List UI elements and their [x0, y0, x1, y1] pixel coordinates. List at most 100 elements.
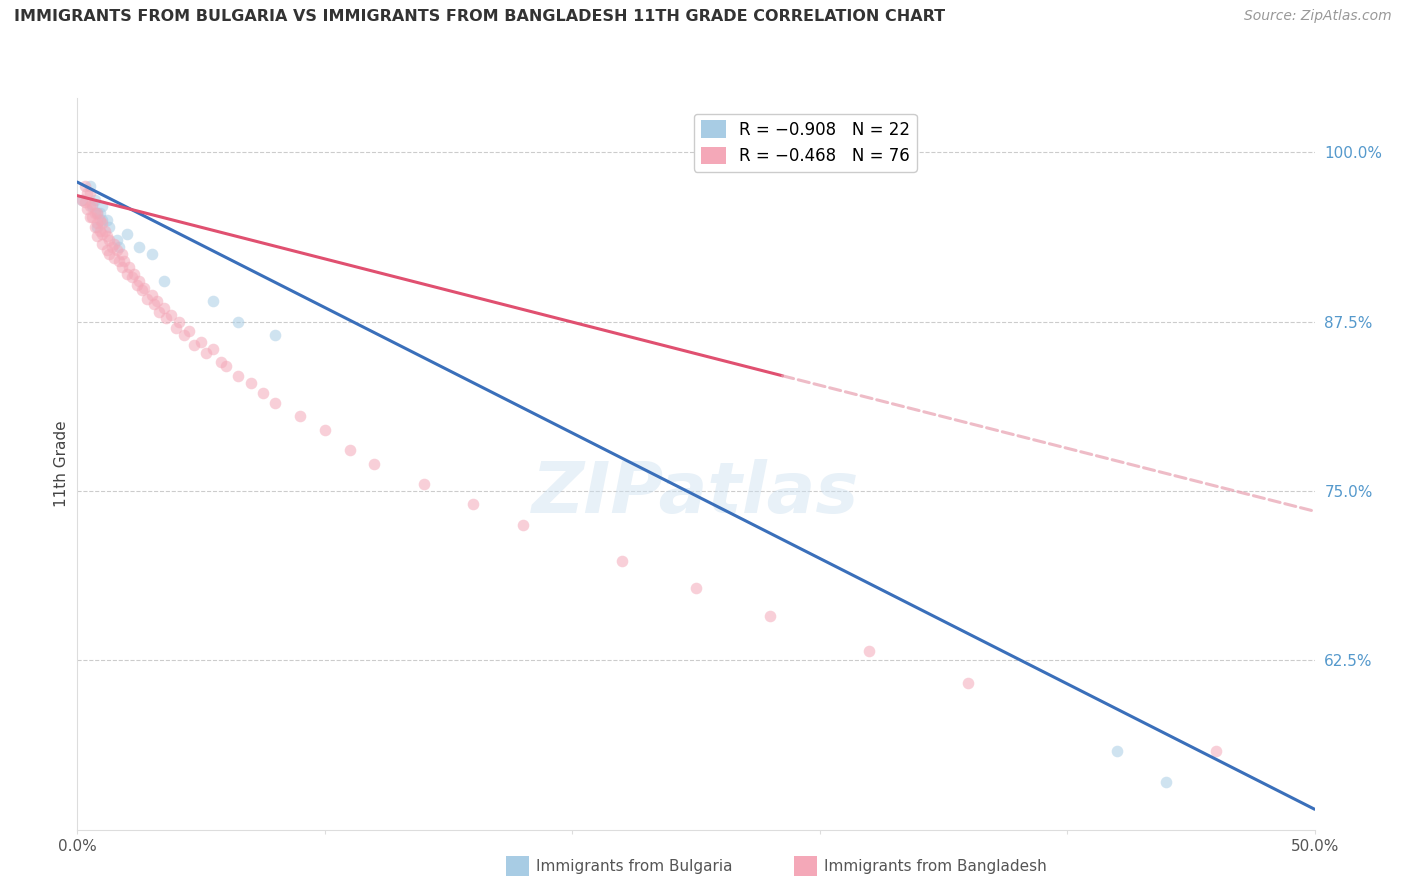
Point	[79, 199, 101, 213]
Point	[91, 199, 114, 213]
Point	[858, 644, 880, 658]
Point	[202, 294, 225, 309]
Point	[98, 219, 121, 234]
Point	[108, 240, 131, 254]
Point	[1154, 775, 1177, 789]
Point	[82, 199, 104, 213]
Point	[72, 193, 94, 207]
Point	[173, 328, 195, 343]
Point	[239, 376, 262, 390]
Point	[86, 216, 108, 230]
Point	[105, 243, 128, 257]
Point	[96, 243, 118, 257]
Point	[288, 409, 311, 424]
Point	[91, 213, 114, 227]
Point	[73, 195, 96, 210]
Point	[339, 443, 361, 458]
Point	[111, 260, 134, 275]
Text: Source: ZipAtlas.com: Source: ZipAtlas.com	[1244, 9, 1392, 23]
Point	[91, 227, 114, 241]
Point	[101, 240, 124, 254]
Point	[86, 206, 108, 220]
Point	[115, 227, 138, 241]
Point	[412, 477, 434, 491]
Point	[264, 396, 287, 410]
Point	[148, 305, 170, 319]
Point	[463, 498, 485, 512]
Point	[759, 608, 782, 623]
Point	[685, 582, 707, 596]
Point	[76, 202, 98, 217]
Point	[252, 386, 274, 401]
Point	[89, 213, 111, 227]
Point	[122, 267, 145, 281]
Point	[96, 229, 118, 244]
Legend: R = −0.908   N = 22, R = −0.468   N = 76: R = −0.908 N = 22, R = −0.468 N = 76	[695, 114, 917, 172]
Point	[76, 186, 98, 200]
Text: Immigrants from Bulgaria: Immigrants from Bulgaria	[536, 859, 733, 873]
Point	[190, 334, 212, 349]
Point	[134, 281, 156, 295]
Point	[86, 206, 108, 220]
Point	[512, 517, 534, 532]
Point	[153, 301, 176, 315]
Point	[167, 315, 190, 329]
Point	[143, 297, 166, 311]
Point	[226, 315, 249, 329]
Point	[153, 274, 176, 288]
Point	[112, 253, 135, 268]
Point	[141, 247, 163, 261]
Point	[264, 328, 287, 343]
Point	[125, 278, 148, 293]
Point	[93, 224, 115, 238]
Point	[82, 211, 104, 225]
Point	[98, 233, 121, 247]
Point	[118, 260, 141, 275]
Point	[72, 193, 94, 207]
Point	[128, 274, 150, 288]
Point	[103, 251, 125, 265]
Point	[83, 206, 105, 220]
Point	[89, 224, 111, 238]
Point	[73, 179, 96, 194]
Point	[105, 233, 128, 247]
Point	[131, 284, 153, 298]
Point	[1105, 744, 1128, 758]
Point	[83, 193, 105, 207]
Point	[160, 308, 183, 322]
Point	[209, 355, 232, 369]
Point	[86, 219, 108, 234]
Point	[103, 237, 125, 252]
Point	[111, 247, 134, 261]
Point	[226, 368, 249, 383]
Point	[957, 676, 980, 690]
Point	[128, 240, 150, 254]
Point	[145, 294, 167, 309]
Point	[79, 186, 101, 200]
Point	[82, 196, 104, 211]
Point	[177, 324, 200, 338]
Point	[155, 310, 177, 325]
Point	[79, 211, 101, 225]
Point	[363, 457, 385, 471]
Point	[98, 247, 121, 261]
Point	[115, 267, 138, 281]
Point	[314, 423, 336, 437]
Text: Immigrants from Bangladesh: Immigrants from Bangladesh	[824, 859, 1046, 873]
Point	[165, 321, 187, 335]
Point	[1205, 744, 1227, 758]
Point	[141, 287, 163, 301]
Point	[83, 219, 105, 234]
Point	[108, 253, 131, 268]
Point	[121, 269, 143, 284]
Point	[96, 213, 118, 227]
Point	[195, 345, 218, 359]
Point	[86, 229, 108, 244]
Point	[215, 359, 238, 374]
Y-axis label: 11th Grade: 11th Grade	[53, 420, 69, 508]
Text: IMMIGRANTS FROM BULGARIA VS IMMIGRANTS FROM BANGLADESH 11TH GRADE CORRELATION CH: IMMIGRANTS FROM BULGARIA VS IMMIGRANTS F…	[14, 9, 945, 24]
Point	[183, 337, 205, 351]
Text: ZIPatlas: ZIPatlas	[533, 458, 859, 527]
Point	[91, 237, 114, 252]
Point	[610, 554, 633, 568]
